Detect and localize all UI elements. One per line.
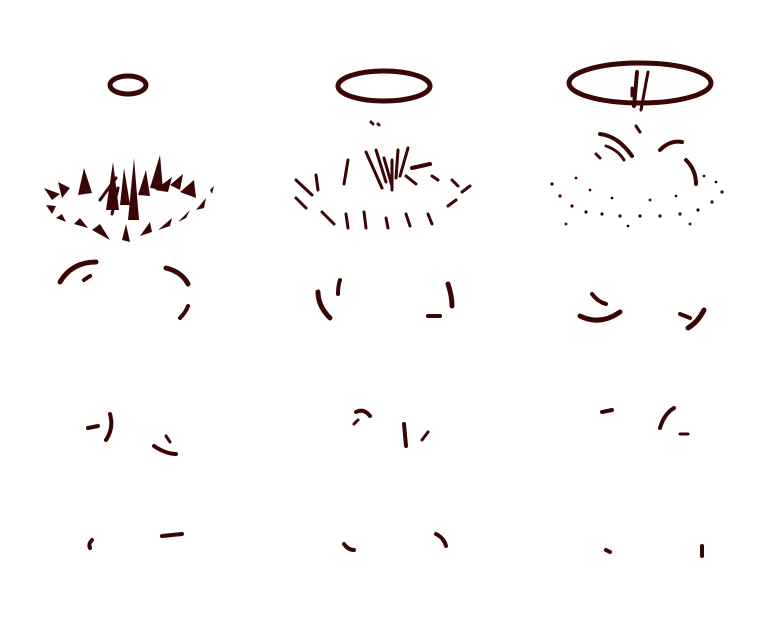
crown-streak (386, 218, 388, 228)
speck (589, 189, 592, 192)
droplet (162, 534, 182, 536)
crown-streak (396, 150, 398, 178)
droplet-arc (338, 280, 340, 294)
speck (575, 177, 578, 180)
speck (658, 214, 661, 217)
speck (611, 197, 614, 200)
speck (570, 204, 573, 207)
speck (638, 214, 641, 217)
speck (600, 212, 603, 215)
speck (558, 194, 561, 197)
speck (678, 212, 681, 215)
ring-medium-droplet (378, 124, 379, 125)
crown-streak (316, 175, 318, 190)
speck (696, 208, 699, 211)
speck (649, 199, 652, 202)
speck (710, 200, 713, 203)
speck (550, 182, 553, 185)
droplet (404, 424, 406, 446)
speck (675, 195, 678, 198)
speck (565, 223, 568, 226)
crown-streak (364, 212, 366, 228)
crown-streak (346, 214, 348, 228)
speck (703, 175, 706, 178)
speck (720, 190, 723, 193)
speck (618, 214, 621, 217)
droplet (88, 426, 98, 428)
speck (689, 223, 692, 226)
droplet (602, 410, 612, 412)
droplet (606, 550, 610, 552)
droplet (89, 540, 92, 548)
speck (584, 210, 587, 213)
speck (627, 225, 630, 228)
ring-medium-droplet (371, 122, 373, 124)
speck (715, 181, 718, 184)
